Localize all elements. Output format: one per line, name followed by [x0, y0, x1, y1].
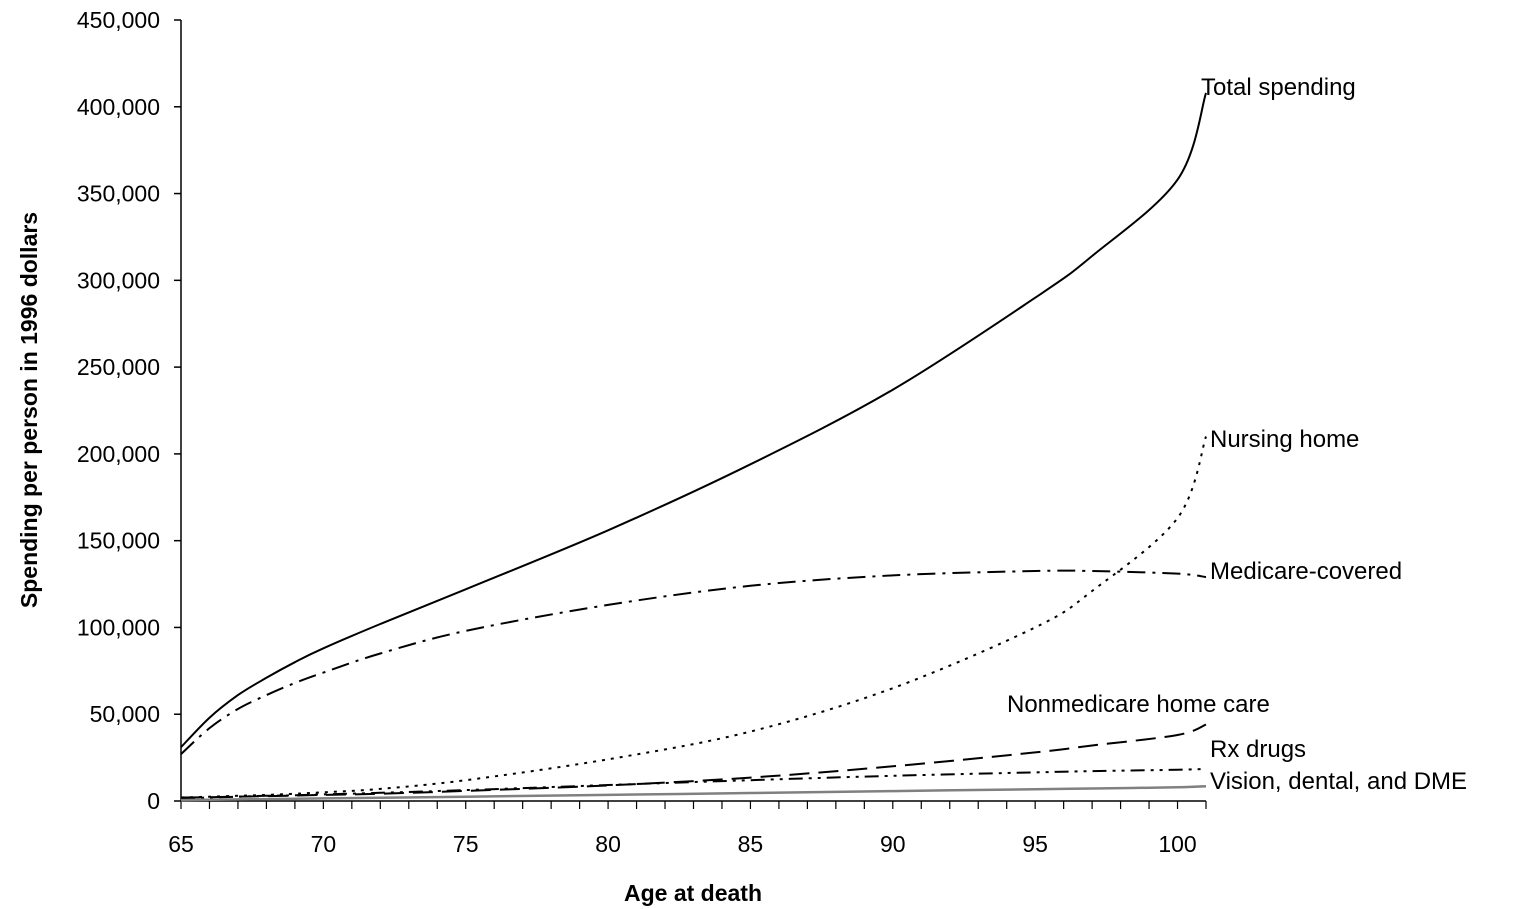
series-labels: Total spending Nursing home Medicare-cov…	[1007, 74, 1467, 795]
x-tick-label: 90	[880, 831, 906, 857]
x-tick-label: 100	[1158, 831, 1196, 857]
x-tick-label: 80	[595, 831, 621, 857]
tick-labels: 0 50,000 100,000 150,000 200,000 250,000 300,0…	[77, 7, 1197, 857]
y-axis-title: Spending per person in 1996 dollars	[16, 212, 42, 608]
y-tick-label: 400,000	[77, 94, 160, 120]
x-tick-label: 75	[453, 831, 479, 857]
series-label-total-spending: Total spending	[1201, 74, 1356, 101]
x-tick-label: 70	[311, 831, 337, 857]
series-line-nonmedicare-home-care	[180, 723, 1207, 799]
y-tick-label: 50,000	[90, 701, 160, 727]
y-tick-label: 100,000	[77, 614, 160, 640]
y-tick-label: 200,000	[77, 441, 160, 467]
series-line-vision-dental-and-dme	[180, 784, 1207, 802]
y-tick-label: 450,000	[77, 7, 160, 33]
series-label-nonmedicare-home-care: Nonmedicare home care	[1007, 691, 1270, 718]
ticks	[174, 19, 1207, 809]
x-axis-title: Age at death	[624, 880, 762, 906]
series-label-medicare-covered: Medicare-covered	[1210, 558, 1402, 585]
series-label-nursing-home: Nursing home	[1210, 426, 1359, 453]
series-line-medicare-covered	[180, 569, 1207, 755]
x-tick-label: 95	[1022, 831, 1048, 857]
y-tick-label: 0	[147, 788, 160, 814]
series-line-rx-drugs	[180, 767, 1207, 800]
y-tick-label: 350,000	[77, 181, 160, 207]
series-label-vision-dental-dme: Vision, dental, and DME	[1210, 768, 1467, 795]
series-line-total-spending	[180, 92, 1207, 748]
axes	[180, 20, 1206, 802]
y-tick-label: 150,000	[77, 528, 160, 554]
series-label-rx-drugs: Rx drugs	[1210, 736, 1306, 763]
y-tick-label: 250,000	[77, 354, 160, 380]
x-tick-label: 65	[168, 831, 194, 857]
series-lines	[180, 92, 1207, 802]
x-tick-label: 85	[738, 831, 764, 857]
y-tick-label: 300,000	[77, 267, 160, 293]
